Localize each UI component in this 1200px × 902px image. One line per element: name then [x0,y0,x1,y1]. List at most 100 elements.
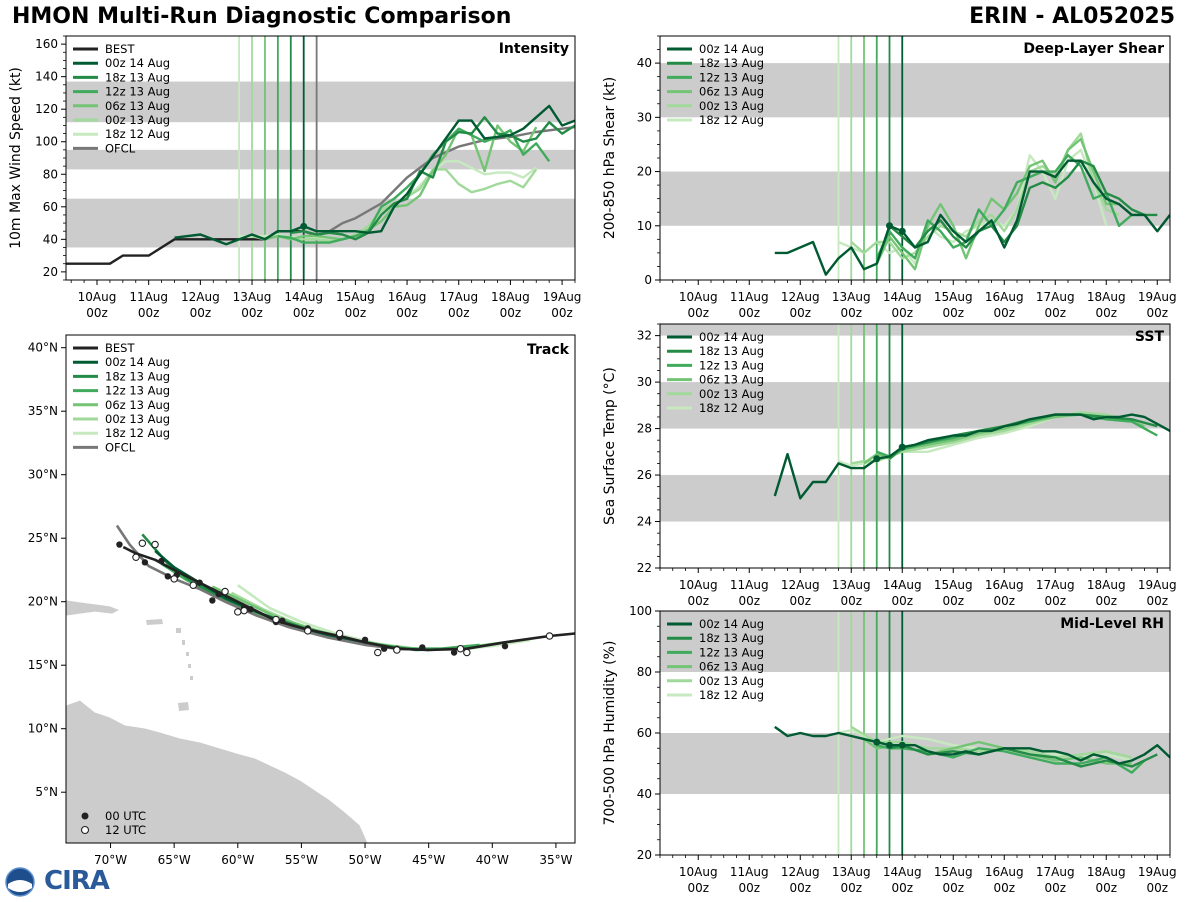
panel-shear: 0 10 20 30 40 10Aug 00z 11Aug 00z 12Aug 00z 13Aug 00… [602,35,1177,320]
rh-xtick-label: 12Aug [781,865,820,879]
intensity-legend-label: 18z 12 Aug [105,127,170,141]
track-xtick-label: 65°W [158,853,191,867]
shear-legend-label: 06z 13 Aug [699,85,764,99]
track-point-00utc [164,573,171,580]
shear-xtick-label: 15Aug [934,290,973,304]
shear-xtick-label: 00z [738,306,760,320]
shear-band-0 [660,171,1170,226]
rh-xtick-label: 00z [1095,881,1117,895]
rh-xtick-label: 00z [687,881,709,895]
track-marker-legend-label: 12 UTC [105,823,146,837]
land-masses [66,599,369,843]
intensity-xtick-label: 13Aug [233,290,272,304]
intensity-xtick-label: 00z [551,306,573,320]
sst-xtick-label: 11Aug [730,578,769,592]
rh-xtick-label: 14Aug [883,865,922,879]
shear-series-line [774,159,1170,276]
shear-xtick-label: 10Aug [679,290,718,304]
rh-legend-label: 06z 13 Aug [699,660,764,674]
shear-ytick-label: 30 [637,110,652,124]
intensity-xtick-label: 00z [345,306,367,320]
shear-xtick-label: 00z [993,306,1015,320]
intensity-legend-label: 12z 13 Aug [105,85,170,99]
sst-legend-label: 00z 14 Aug [699,330,764,344]
rh-init-marker [873,738,881,746]
shear-title: Deep-Layer Shear [1023,41,1164,57]
track-point-00utc [419,644,426,651]
track-legend-label: 00z 13 Aug [105,412,170,426]
intensity-ytick-label: 100 [35,135,58,149]
sst-plot-area [660,324,1170,568]
rh-legend-label: 18z 12 Aug [699,688,764,702]
track-point-12utc [189,581,198,589]
intensity-xtick-label: 11Aug [129,290,168,304]
intensity-ytick-label: 20 [43,265,58,279]
track-point-12utc [138,539,147,548]
sst-xtick-label: 12Aug [781,578,820,592]
intensity-xtick-label: 00z [86,306,108,320]
track-xtick-label: 55°W [285,853,318,867]
intensity-ytick-label: 140 [35,70,58,84]
sst-xtick-label: 00z [840,594,862,608]
rh-plot-area [660,611,1170,855]
shear-xtick-label: 00z [1095,306,1117,320]
intensity-series-line [290,116,575,241]
track-ytick-label: 10°N [28,722,58,736]
intensity-legend-label: OFCL [105,141,136,155]
sst-init-marker [898,443,906,451]
sst-init-marker [873,455,881,463]
rh-xtick-label: 00z [891,881,913,895]
sst-xtick-label: 00z [891,594,913,608]
sst-ytick-label: 32 [637,329,652,343]
intensity-xtick-label: 16Aug [388,290,427,304]
rh-series-line [889,744,1158,768]
shear-xtick-label: 00z [1146,306,1168,320]
track-point-00utc [247,606,254,613]
track-point-12utc [151,540,159,549]
track-legend-label: 06z 13 Aug [105,398,170,412]
sst-xtick-label: 17Aug [1036,578,1075,592]
track-point-12utc [374,648,382,657]
shear-ytick-label: 40 [637,56,652,70]
puerto-rico-island [146,619,163,625]
sst-band-0 [660,475,1170,522]
rh-series-line [774,725,1170,765]
intensity-xtick-label: 00z [241,306,263,320]
panel-intensity: 20 40 60 80 100 120 140 160 10Aug 00z 11Aug 00z 12Au… [8,35,582,320]
track-point-12utc [170,575,178,583]
rh-xtick-label: 00z [1146,881,1168,895]
intensity-xtick-label: 00z [190,306,212,320]
shear-xtick-label: 19Aug [1138,290,1177,304]
shear-legend-label: 18z 13 Aug [699,56,764,70]
rh-xtick-label: 00z [738,881,760,895]
track-marker-legend-12utc [80,825,90,835]
track-ytick-label: 35°N [28,404,58,418]
sst-legend-label: 12z 13 Aug [699,358,764,372]
shear-xtick-label: 12Aug [781,290,820,304]
shear-legend-label: 00z 13 Aug [699,99,764,113]
rh-xtick-label: 17Aug [1036,865,1075,879]
rh-xtick-label: 00z [942,881,964,895]
sst-xtick-label: 19Aug [1138,578,1177,592]
intensity-xtick-label: 19Aug [543,290,582,304]
south-america-land [66,699,369,843]
track-ytick-label: 30°N [28,468,58,482]
track-point-00utc [158,557,165,565]
rh-band-1 [660,611,1170,672]
track-point-12utc [335,629,344,638]
panel-sst: 22 24 26 28 30 32 10Aug 00z 11Aug 00z 12Aug 00z 13Au… [602,323,1177,608]
track-point-12utc [463,648,471,657]
intensity-title: Intensity [499,41,569,57]
intensity-ytick-label: 80 [43,167,58,181]
logo-text: CIRA [44,866,110,896]
sst-xtick-label: 14Aug [883,578,922,592]
storm-id: ERIN - AL052025 [969,4,1175,29]
sst-xtick-label: 16Aug [985,578,1024,592]
sst-xtick-label: 00z [738,594,760,608]
page-title: HMON Multi-Run Diagnostic Comparison [12,4,512,29]
sst-title: SST [1135,329,1165,345]
rh-ytick-label: 80 [637,665,652,679]
rh-title: Mid-Level RH [1060,616,1164,632]
track-title: Track [527,342,570,358]
shear-ytick-label: 10 [637,219,652,233]
